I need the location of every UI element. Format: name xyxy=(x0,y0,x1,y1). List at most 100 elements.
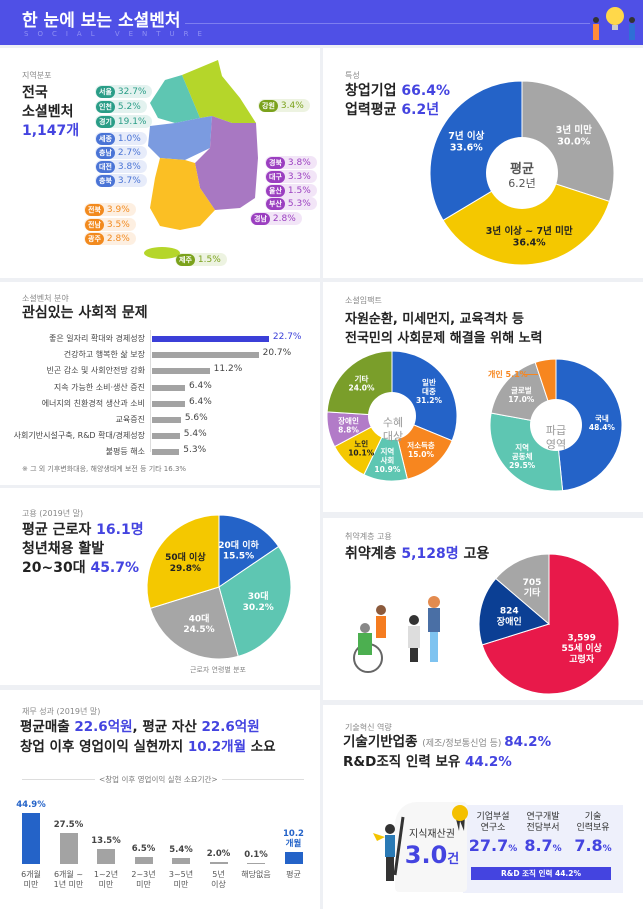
page-subtitle: SOCIAL VENTURE xyxy=(24,30,211,38)
region-name: 울산 xyxy=(266,184,285,197)
region-name: 충북 xyxy=(96,174,115,187)
region-name: 충남 xyxy=(96,146,115,159)
donut-hole xyxy=(530,399,582,451)
bar xyxy=(247,863,265,864)
slice-label: 글로벌 17.0% xyxy=(508,385,535,404)
issue-value: 6.4% xyxy=(188,380,212,391)
ripple-center-label: 파급 영역 xyxy=(545,424,567,451)
bar-value: 10.2 개월 xyxy=(283,829,304,850)
avg-tenure: 업력평균 6.2년 xyxy=(345,102,440,118)
tech-card: 기술혁신 역량 기술기반업종 (제조/정보통신업 등) 84.2% R&D조직 … xyxy=(323,705,643,909)
issue-label: 건강하고 행복한 삶 보장 xyxy=(63,350,145,360)
region-count: 1,147개 xyxy=(22,123,80,139)
finance-card: 재무 성과 (2019년 말) 평균매출 22.6억원, 평균 자산 22.6억… xyxy=(0,690,320,909)
issue-bar xyxy=(152,384,185,391)
finance-line2: 창업 이후 영업이익 실현까지 10.2개월 소요 xyxy=(20,739,276,755)
bar-value: 13.5% xyxy=(91,835,121,846)
issue-label: 지속 가능한 소비·생산 증진 xyxy=(53,382,145,392)
issue-value: 6.4% xyxy=(188,396,212,407)
bar xyxy=(97,848,115,864)
bar-value: 0.1% xyxy=(244,850,268,860)
bar xyxy=(59,832,78,864)
section-label: 고용 (2019년 말) xyxy=(22,509,84,518)
section-label: 소셜임팩트 xyxy=(345,296,382,305)
issue-bar xyxy=(152,433,180,440)
region-value: 5.3% xyxy=(287,198,311,209)
region-pill: 충남 2.7% xyxy=(95,146,147,159)
pie-slice xyxy=(146,514,220,610)
tech-line1: 기술기반업종 (제조/정보통신업 등) 84.2% xyxy=(343,734,552,750)
bar-category: 6개월 ~1년 미만 xyxy=(53,870,84,889)
page-title: 한 눈에 보는 소셜벤처 xyxy=(22,11,181,31)
slice-label: 저소득층 15.0% xyxy=(407,440,435,459)
donut-center-label: 평균 xyxy=(510,162,534,177)
issue-bar xyxy=(152,336,269,342)
region-card: 지역분포 전국 소셜벤처 1,147개 서울 32.7% 인천 5.2% 경기 19.1%… xyxy=(0,48,320,278)
divider xyxy=(185,23,590,24)
pie-slice xyxy=(555,358,623,492)
impact-title: 자원순환, 미세먼지, 교육격차 등 xyxy=(345,312,524,327)
region-pill: 광주 2.8% xyxy=(84,232,136,245)
slice-label: 3년 미만 30.0% xyxy=(556,124,592,147)
ripple-donut-chart: 국내 48.4% 지역 공동체 29.5% 글로벌 17.0% xyxy=(489,358,623,492)
region-pill: 전북 3.9% xyxy=(84,203,136,216)
region-name: 서울 xyxy=(96,85,115,98)
slice-label: 장애인 8.8% xyxy=(338,416,359,435)
region-value: 2.8% xyxy=(272,213,296,224)
region-name: 전남 xyxy=(85,218,104,231)
issue-value: 5.3% xyxy=(183,445,207,456)
issue-label: 교육증진 xyxy=(115,415,145,424)
region-name: 강원 xyxy=(259,99,278,112)
issue-bar xyxy=(152,352,259,359)
region-name: 전북 xyxy=(85,203,104,216)
region-name: 세종 xyxy=(96,132,115,145)
issue-label: 에너지의 친환경적 생산과 소비 xyxy=(41,398,145,408)
people-illustration-icon xyxy=(593,7,635,40)
donut-center-value: 6.2년 xyxy=(508,177,536,190)
slice-label: 50대 이상 29.8% xyxy=(165,551,206,574)
pie-slice xyxy=(218,514,280,588)
region-pill: 대전 3.8% xyxy=(95,160,147,173)
impact-card: 소셜임팩트 자원순환, 미세먼지, 교육격차 등 전국민의 사회문제 해결을 위… xyxy=(323,282,643,512)
slice-label: 3년 이상 ~ 7년 미만 36.4% xyxy=(486,225,573,248)
region-value: 3.8% xyxy=(287,157,311,168)
issue-label: 불평등 해소 xyxy=(105,447,145,457)
slice-label: 지역 공동체 29.5% xyxy=(509,442,536,470)
region-name: 경남 xyxy=(251,212,270,225)
region-value: 1.5% xyxy=(287,185,311,196)
bar xyxy=(22,813,40,864)
beneficiary-donut-chart: 일반 대중 31.2% 저소득층 15.0% 지역 사회 10.9%노인 10.1% 장애인 8.8… xyxy=(326,350,458,482)
header: 한 눈에 보는 소셜벤처 SOCIAL VENTURE xyxy=(0,0,643,45)
slice-label: 20대 이하 15.5% xyxy=(218,539,259,562)
region-name: 대전 xyxy=(96,160,115,173)
employment-card: 고용 (2019년 말) 평균 근로자 16.1명 청년채용 활발 20~30대… xyxy=(0,488,320,685)
bar-category: 6개월 미만 xyxy=(21,870,41,889)
pie-slice xyxy=(149,586,239,660)
bar-value: 5.4% xyxy=(169,844,193,855)
region-name: 대구 xyxy=(266,170,285,183)
region-pill: 강원 3.4% xyxy=(258,99,310,112)
donut-hole xyxy=(486,137,558,209)
rd-stat: 기술 인력보유 7.8% xyxy=(574,812,612,855)
people-illustration-icon xyxy=(353,596,440,673)
region-value: 1.5% xyxy=(197,254,221,265)
issue-bar xyxy=(152,417,181,423)
section-label: 재무 성과 (2019년 말) xyxy=(22,707,101,716)
avg-workers: 평균 근로자 16.1명 xyxy=(22,522,144,538)
youth-hiring: 청년채용 활발 xyxy=(22,541,105,557)
region-name: 부산 xyxy=(266,197,285,210)
chart-title: <창업 이후 영업이익 실현 소요기간> xyxy=(95,774,222,785)
issues-card: 소셜벤처 분야 관심있는 사회적 문제 좋은 일자리 확대와 경제성장 22.7%… xyxy=(0,282,320,485)
issue-bar xyxy=(152,400,185,407)
region-value: 3.4% xyxy=(280,100,304,111)
bar-category: 해당없음 xyxy=(241,870,271,879)
slice-label: 노인 10.1% xyxy=(348,438,375,457)
region-pill: 서울 32.7% xyxy=(95,85,153,98)
region-value: 5.2% xyxy=(117,101,141,112)
pie-slice xyxy=(495,553,550,626)
region-value: 3.5% xyxy=(106,219,130,230)
leader-line xyxy=(523,374,538,375)
slice-label: 40대 24.5% xyxy=(183,612,214,635)
rd-stat: 기업부설 연구소 27.7% xyxy=(468,812,518,855)
slice-label: 30대 30.2% xyxy=(243,590,274,613)
